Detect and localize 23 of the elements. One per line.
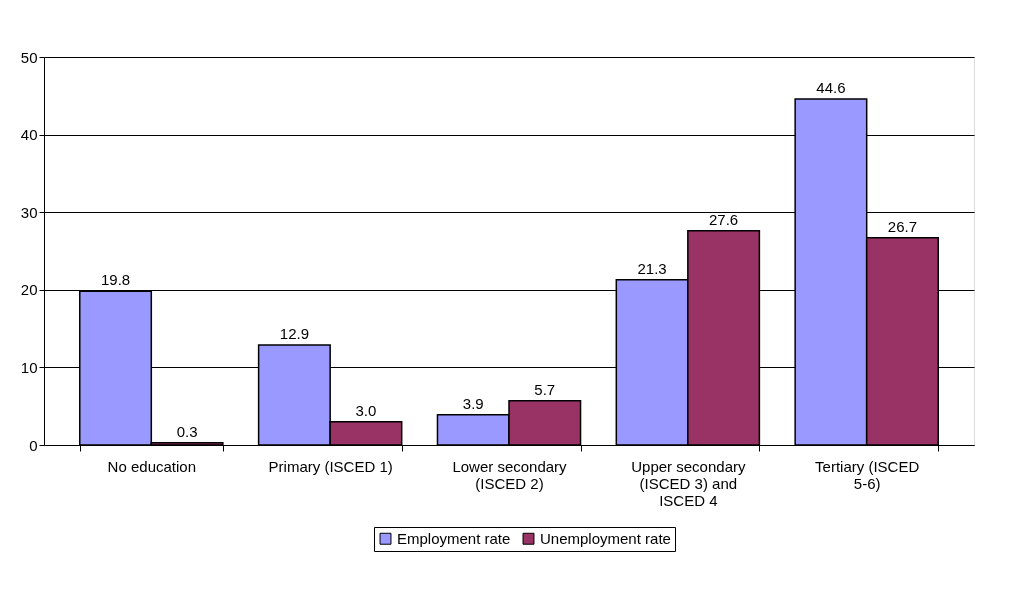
data-label: 19.8 — [100, 271, 131, 289]
data-label: 44.6 — [816, 78, 846, 96]
y-tick-label: 40 — [20, 126, 38, 144]
data-label: 5.7 — [534, 380, 556, 398]
y-tick-label: 50 — [20, 48, 38, 66]
x-tick-label: Upper secondary (ISCED 3) and ISCED 4 — [631, 457, 746, 509]
data-label: 26.7 — [887, 217, 918, 235]
data-label: 21.3 — [637, 259, 667, 277]
legend-label: Employment rate — [397, 529, 511, 547]
data-label: 12.9 — [279, 324, 309, 342]
y-tick-label: 30 — [20, 203, 38, 221]
data-label: 27.6 — [709, 210, 739, 228]
data-label: 0.3 — [176, 422, 198, 440]
data-label: 3.0 — [355, 401, 377, 419]
legend-label: Unemployment rate — [540, 529, 671, 547]
x-tick-label: Tertiary (ISCED 5-6) — [815, 457, 920, 492]
y-tick-label: 20 — [20, 281, 38, 299]
x-tick-label: Primary (ISCED 1) — [268, 457, 393, 475]
x-tick-label: No education — [107, 457, 197, 475]
y-tick-label: 10 — [20, 358, 38, 376]
x-tick-label: Lower secondary (ISCED 2) — [452, 457, 568, 492]
data-label: 3.9 — [462, 394, 484, 412]
y-tick-label: 0 — [29, 436, 38, 454]
